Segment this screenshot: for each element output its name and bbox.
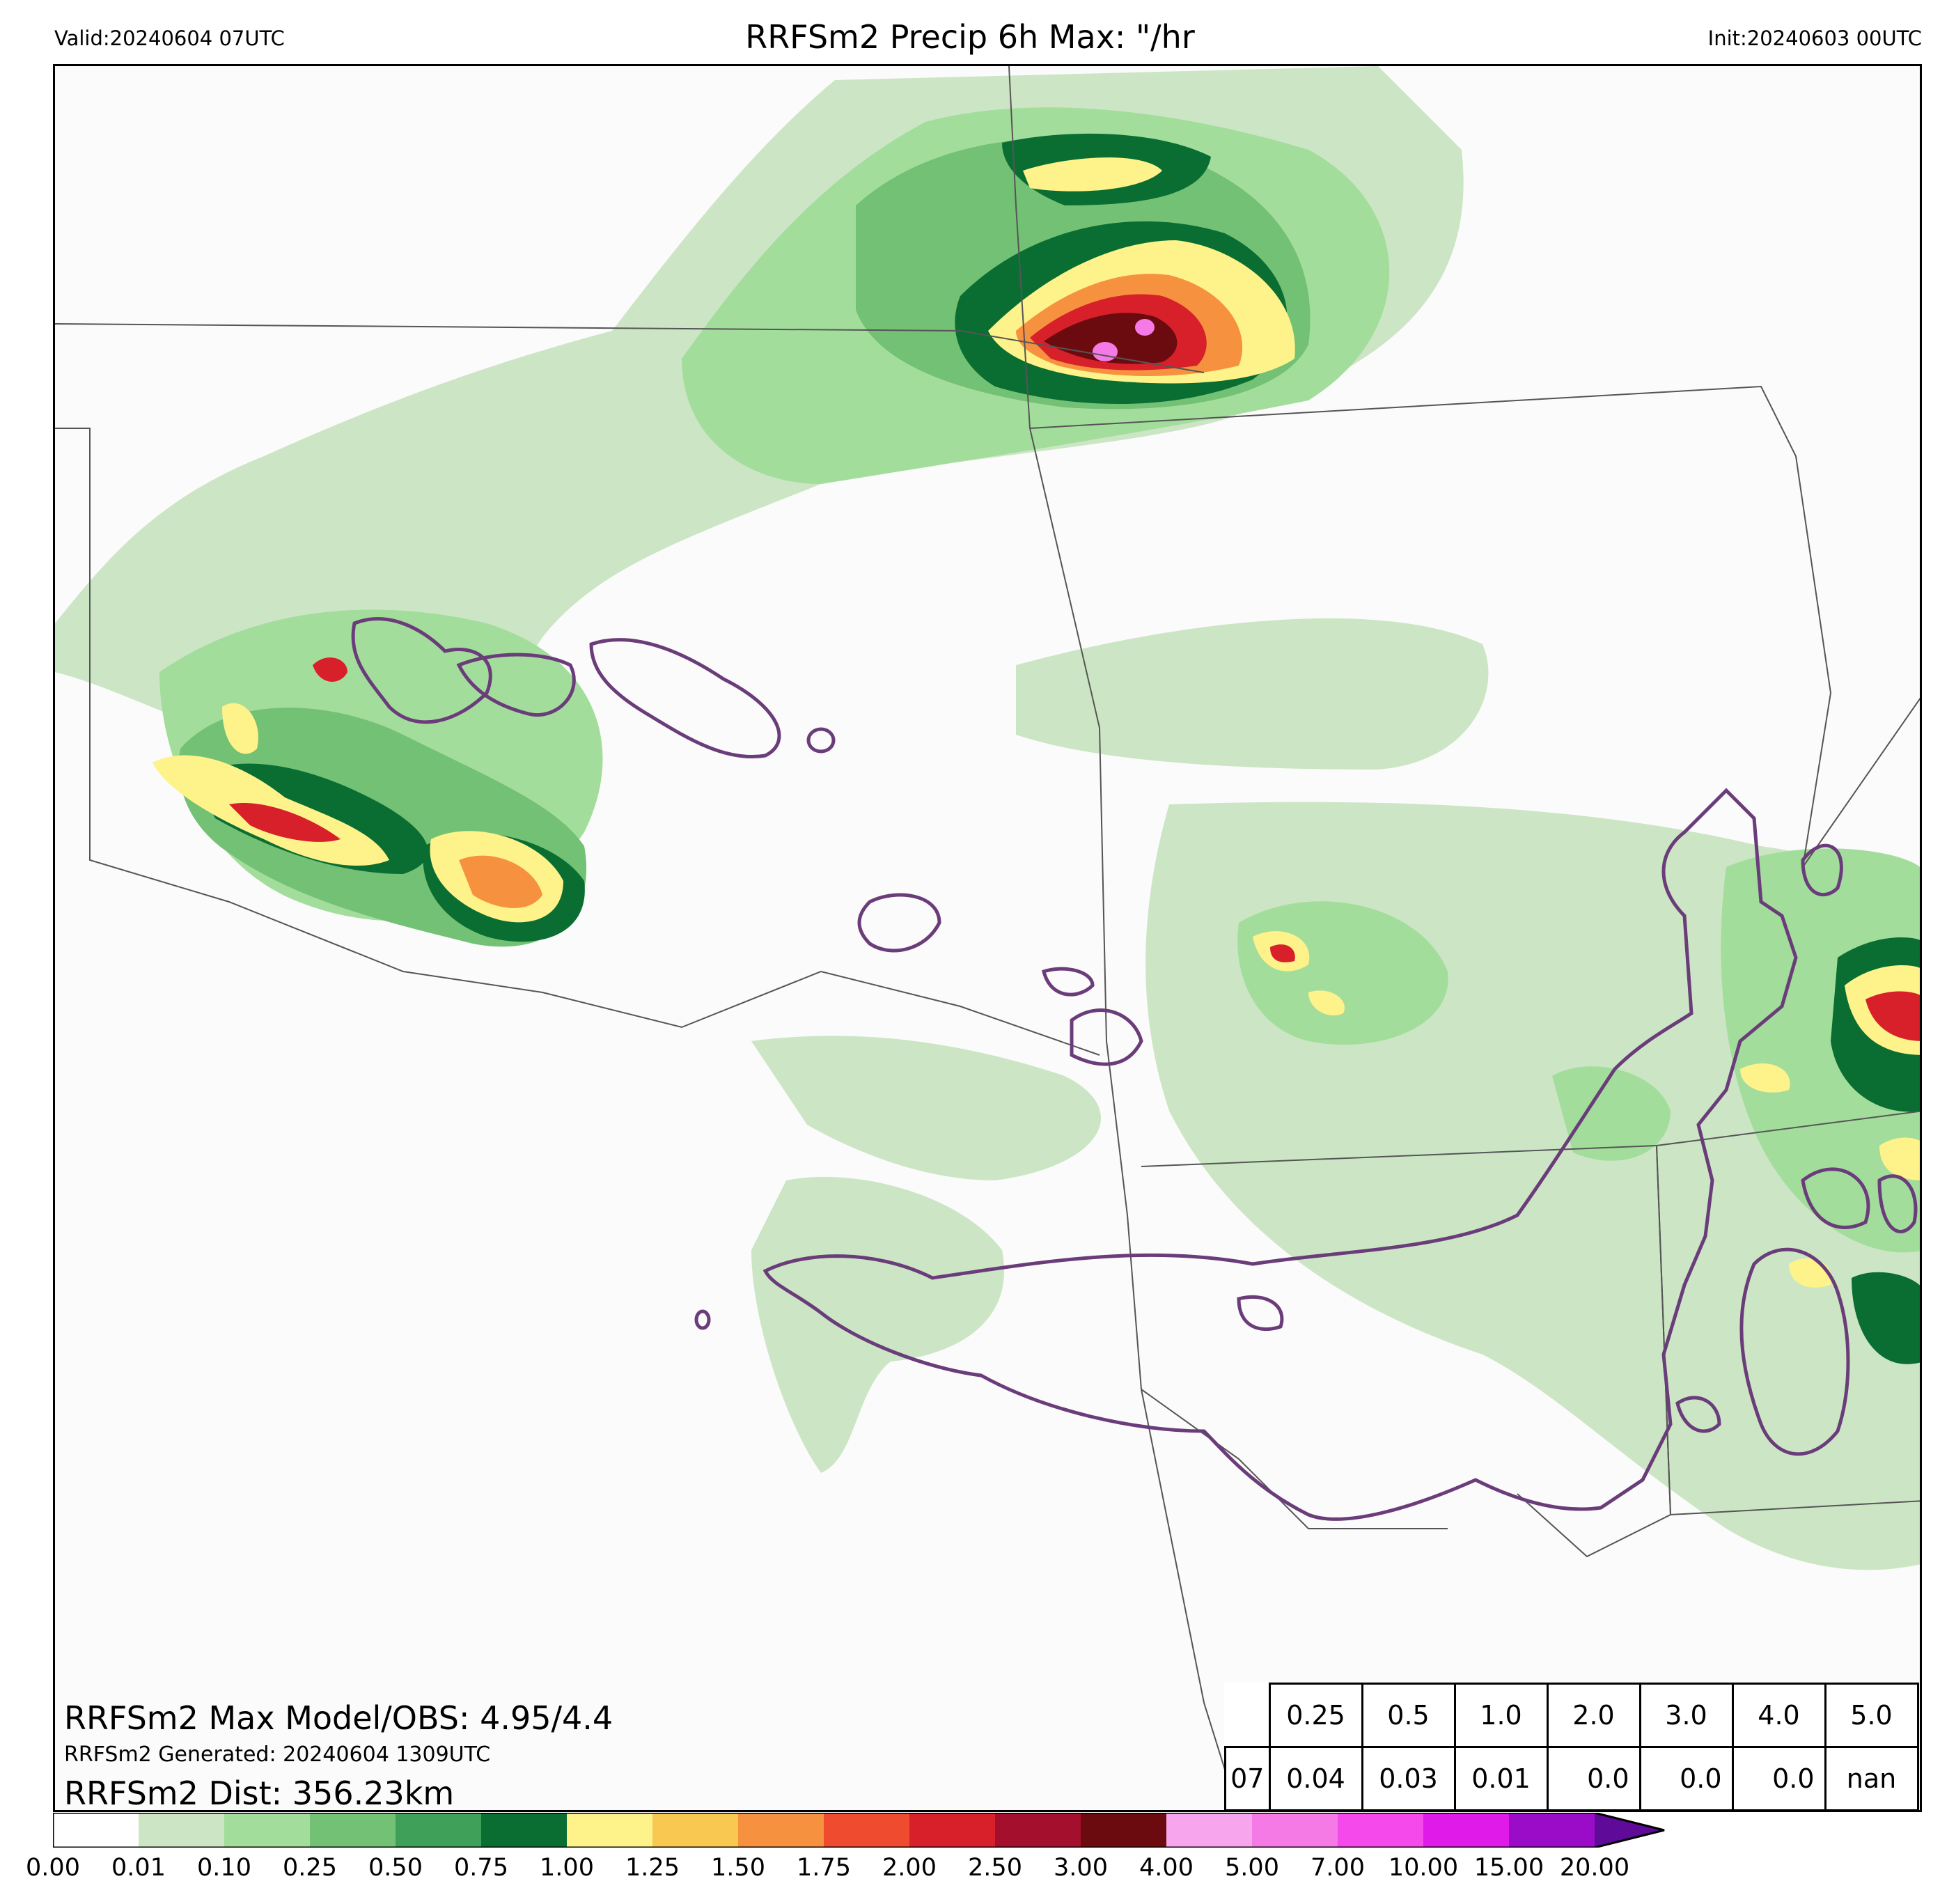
colorbar-tick-label: 1.75: [797, 1854, 851, 1882]
threshold-cell: 0.25: [1268, 1683, 1363, 1748]
threshold-cell: 5.0: [1824, 1683, 1919, 1748]
score-cell: nan: [1824, 1746, 1919, 1811]
colorbar-tick-label: 2.50: [968, 1854, 1022, 1882]
threshold-cell: 0.5: [1361, 1683, 1456, 1748]
score-cell: 0.04: [1268, 1746, 1363, 1811]
score-cell: 0.01: [1453, 1746, 1549, 1811]
score-cell: 0.0: [1546, 1746, 1641, 1811]
colorbar-segment: [53, 1813, 139, 1848]
threshold-cell: 4.0: [1731, 1683, 1826, 1748]
precip-map[interactable]: [53, 64, 1922, 1812]
colorbar-segment: [1338, 1813, 1423, 1848]
threshold-cell: 1.0: [1453, 1683, 1549, 1748]
colorbar-tick-label: 0.10: [197, 1854, 251, 1882]
colorbar-tick-label: 2.00: [882, 1854, 937, 1882]
colorbar-segment: [310, 1813, 396, 1848]
colorbar-segment: [567, 1813, 652, 1848]
obs-contours: [351, 617, 1918, 1521]
score-cell: 0.0: [1638, 1746, 1734, 1811]
threshold-row: 0.25 0.5 1.0 2.0 3.0 4.0 5.0: [1225, 1683, 1919, 1748]
init-time-label: Init:20240603 00UTC: [1707, 26, 1922, 50]
colorbar-tick-label: 5.00: [1225, 1854, 1279, 1882]
colorbar-segment: [396, 1813, 481, 1848]
score-cell: 0.0: [1731, 1746, 1826, 1811]
colorbar-extend-arrow: [1595, 1813, 1664, 1848]
colorbar-segment: [481, 1813, 567, 1848]
colorbar-tick-label: 15.00: [1473, 1854, 1544, 1882]
colorbar-segment: [995, 1813, 1081, 1848]
colorbar-segment: [139, 1813, 224, 1848]
generated-time-label: RRFSm2 Generated: 20240604 1309UTC: [64, 1742, 491, 1767]
row-label-cell: 07: [1224, 1746, 1271, 1811]
colorbar-segment: [1081, 1813, 1166, 1848]
colorbar-outline: [53, 1813, 1665, 1848]
colorbar-tick-label: 0.25: [283, 1854, 337, 1882]
colorbar-tick-label: 7.00: [1311, 1854, 1365, 1882]
threshold-cell: 3.0: [1638, 1683, 1734, 1748]
colorbar-tick-label: 4.00: [1139, 1854, 1194, 1882]
table-corner-cell: [1225, 1683, 1271, 1748]
colorbar-tick-label: 1.25: [625, 1854, 680, 1882]
colorbar-tick-label: 20.00: [1559, 1854, 1630, 1882]
score-row: 07 0.04 0.03 0.01 0.0 0.0 0.0 nan: [1224, 1746, 1919, 1811]
colorbar-tick-label: 0.01: [111, 1854, 166, 1882]
precip-intense-cores: [152, 157, 1920, 1288]
colorbar-segment: [909, 1813, 995, 1848]
colorbar-segment: [224, 1813, 310, 1848]
colorbar-tick-label: 0.75: [454, 1854, 508, 1882]
distance-label: RRFSm2 Dist: 356.23km: [64, 1774, 455, 1812]
colorbar-tick-label: 0.50: [368, 1854, 423, 1882]
colorbar-segment: [824, 1813, 909, 1848]
precip-map-canvas: [55, 66, 1920, 1810]
colorbar-tick-label: 10.00: [1388, 1854, 1459, 1882]
threshold-cell: 2.0: [1546, 1683, 1641, 1748]
colorbar-segment: [738, 1813, 824, 1848]
map-title: RRFSm2 Precip 6h Max: "/hr: [745, 18, 1195, 56]
colorbar-segment: [1166, 1813, 1252, 1848]
colorbar-segment: [1423, 1813, 1509, 1848]
colorbar-tick-label: 1.50: [711, 1854, 765, 1882]
colorbar-segment: [1509, 1813, 1595, 1848]
max-model-obs-label: RRFSm2 Max Model/OBS: 4.95/4.4: [64, 1699, 613, 1737]
political-borders: [55, 66, 1920, 1810]
colorbar-segment: [1252, 1813, 1338, 1848]
colorbar-tick-label: 3.00: [1054, 1854, 1108, 1882]
colorbar: [53, 1813, 1665, 1848]
colorbar-segment: [652, 1813, 738, 1848]
colorbar-tick-label: 1.00: [540, 1854, 594, 1882]
skill-score-table: 0.25 0.5 1.0 2.0 3.0 4.0 5.0 07 0.04 0.0…: [1224, 1683, 1919, 1811]
colorbar-tick-label: 0.00: [26, 1854, 80, 1882]
valid-time-label: Valid:20240604 07UTC: [54, 26, 285, 50]
score-cell: 0.03: [1361, 1746, 1456, 1811]
